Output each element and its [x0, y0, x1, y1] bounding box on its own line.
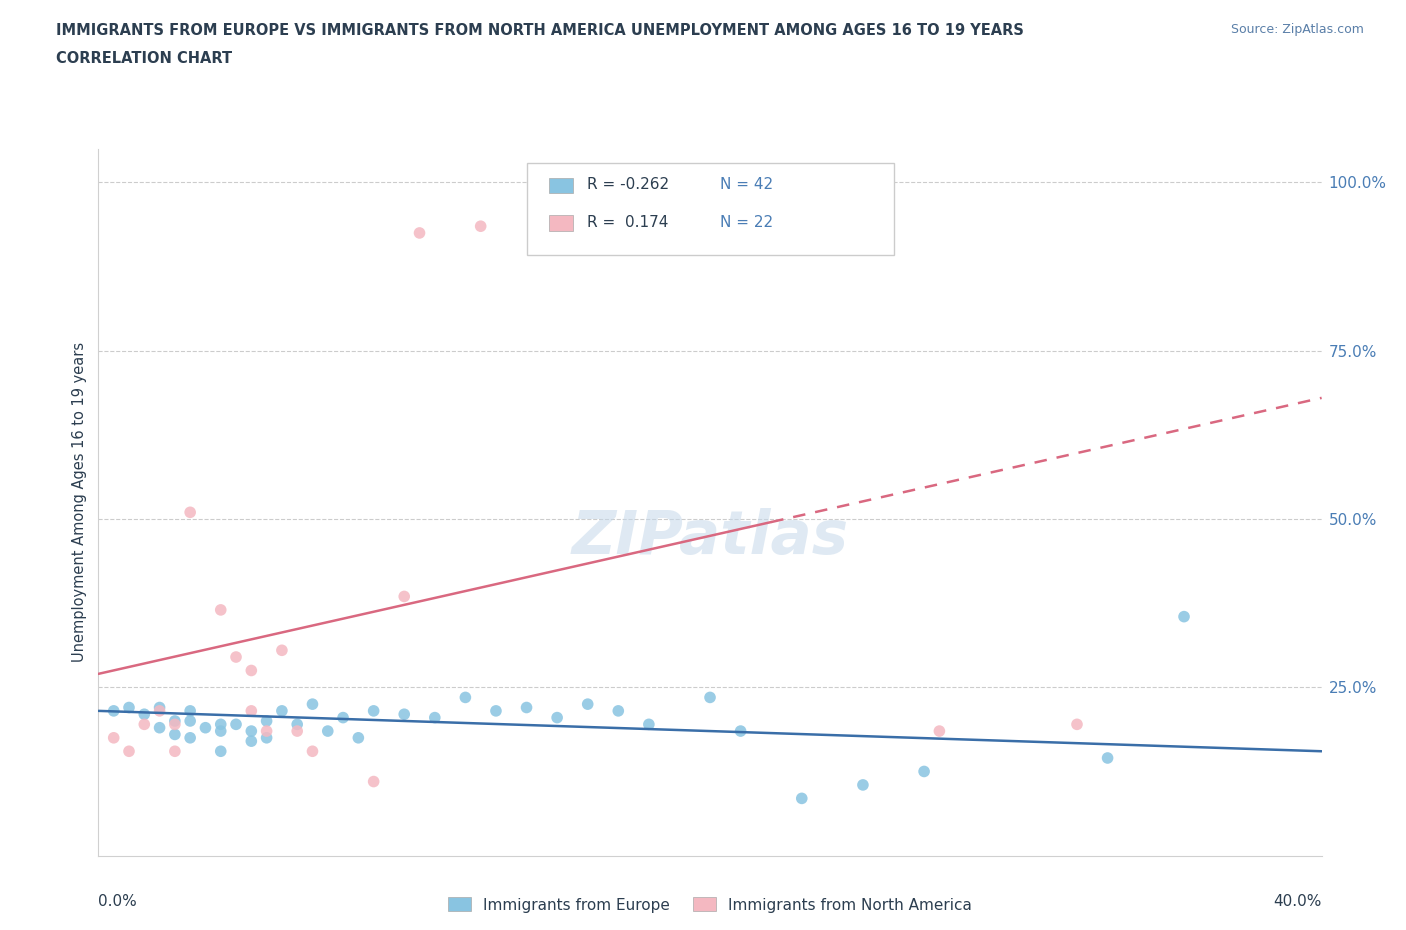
Point [423, 711, 446, 725]
Point [240, 663, 263, 678]
Point [209, 724, 232, 738]
Point [209, 603, 232, 618]
Point [301, 697, 323, 711]
Point [928, 724, 950, 738]
Point [332, 711, 354, 725]
Text: N = 42: N = 42 [720, 178, 773, 193]
Point [240, 734, 263, 749]
Point [347, 730, 370, 745]
Bar [548, 178, 572, 193]
Point [1173, 609, 1195, 624]
FancyBboxPatch shape [526, 163, 893, 255]
Text: 40.0%: 40.0% [1274, 895, 1322, 910]
Legend: Immigrants from Europe, Immigrants from North America: Immigrants from Europe, Immigrants from … [441, 891, 979, 919]
Point [179, 713, 201, 728]
Point [408, 225, 430, 240]
Point [790, 790, 813, 805]
Point [209, 744, 232, 759]
Point [316, 724, 339, 738]
Point [546, 711, 568, 725]
Point [179, 730, 201, 745]
Point [240, 703, 263, 718]
Point [240, 724, 263, 738]
Point [285, 724, 308, 738]
Text: N = 22: N = 22 [720, 215, 773, 230]
Point [301, 744, 323, 759]
Point [363, 774, 385, 789]
Point [163, 744, 186, 759]
Text: ZIPatlas: ZIPatlas [571, 508, 849, 567]
Point [225, 649, 247, 664]
Point [1066, 717, 1088, 732]
Point [285, 717, 308, 732]
Point [209, 717, 232, 732]
Point [103, 703, 125, 718]
Point [149, 700, 172, 715]
Text: CORRELATION CHART: CORRELATION CHART [56, 51, 232, 66]
Point [256, 713, 278, 728]
Point [516, 700, 538, 715]
Point [470, 219, 492, 233]
Point [163, 713, 186, 728]
Point [852, 777, 875, 792]
Point [256, 730, 278, 745]
Point [392, 707, 416, 722]
Point [485, 703, 508, 718]
Point [912, 764, 935, 779]
Point [118, 700, 141, 715]
Point [392, 589, 416, 604]
Point [149, 720, 172, 735]
Point [225, 717, 247, 732]
Text: R =  0.174: R = 0.174 [588, 215, 669, 230]
Point [194, 720, 217, 735]
Point [592, 219, 614, 233]
Point [163, 717, 186, 732]
Point [179, 505, 201, 520]
Bar [548, 215, 572, 231]
Y-axis label: Unemployment Among Ages 16 to 19 years: Unemployment Among Ages 16 to 19 years [72, 342, 87, 662]
Point [699, 690, 721, 705]
Text: Source: ZipAtlas.com: Source: ZipAtlas.com [1230, 23, 1364, 36]
Point [730, 724, 752, 738]
Point [163, 727, 186, 742]
Point [576, 697, 599, 711]
Point [454, 690, 477, 705]
Point [1097, 751, 1119, 765]
Text: R = -0.262: R = -0.262 [588, 178, 669, 193]
Text: IMMIGRANTS FROM EUROPE VS IMMIGRANTS FROM NORTH AMERICA UNEMPLOYMENT AMONG AGES : IMMIGRANTS FROM EUROPE VS IMMIGRANTS FRO… [56, 23, 1024, 38]
Point [270, 643, 292, 658]
Point [149, 703, 172, 718]
Point [637, 717, 661, 732]
Point [270, 703, 292, 718]
Point [103, 730, 125, 745]
Point [134, 707, 156, 722]
Point [256, 724, 278, 738]
Point [607, 703, 630, 718]
Point [179, 703, 201, 718]
Text: 0.0%: 0.0% [98, 895, 138, 910]
Point [134, 717, 156, 732]
Point [118, 744, 141, 759]
Point [363, 703, 385, 718]
